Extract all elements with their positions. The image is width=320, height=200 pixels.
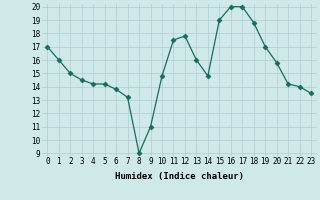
X-axis label: Humidex (Indice chaleur): Humidex (Indice chaleur) [115,172,244,181]
